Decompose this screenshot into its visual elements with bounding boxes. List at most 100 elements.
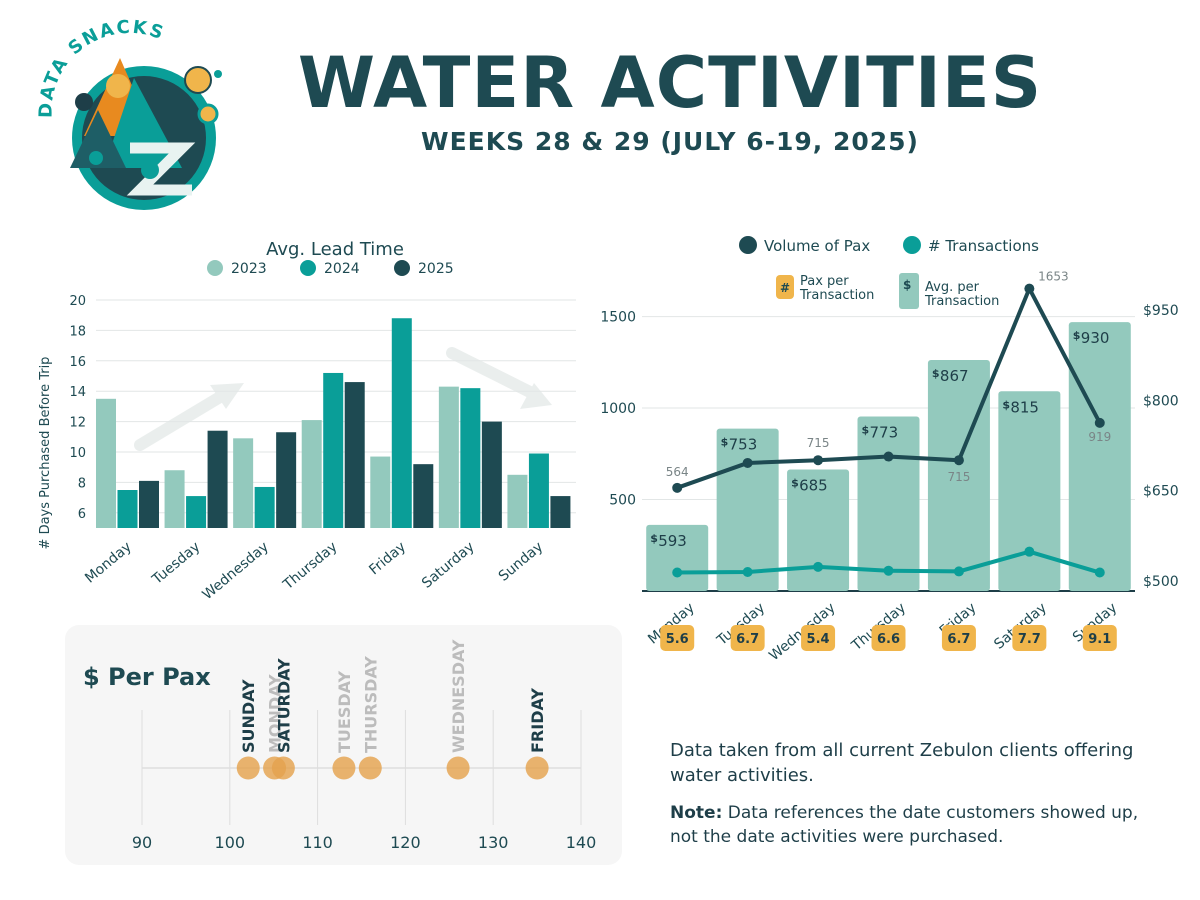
lead-bar xyxy=(233,438,254,528)
bar-value-label: 593 xyxy=(658,532,687,550)
trend-arrow-down-icon xyxy=(446,347,552,409)
legend-transactions-swatch xyxy=(903,236,921,254)
per-pax-point xyxy=(236,756,260,780)
per-pax-point xyxy=(446,756,470,780)
lead-ytick: 20 xyxy=(69,294,86,309)
bar-currency-symbol: $ xyxy=(791,476,799,489)
volume-point xyxy=(953,455,964,466)
bar-value-label: 930 xyxy=(1081,329,1110,347)
lead-time-chart: Avg. Lead Time 2023 2024 2025 # Days Purch… xyxy=(38,239,576,603)
volume-value-label: 1653 xyxy=(1038,270,1069,284)
volume-point xyxy=(1094,417,1105,428)
lead-ytick: 8 xyxy=(78,476,86,491)
lead-bar xyxy=(507,474,528,528)
per-pax-day-label: WEDNESDAY xyxy=(449,639,468,753)
lead-time-legend: 2023 2024 2025 xyxy=(207,260,454,277)
bar-value-label: 815 xyxy=(1010,398,1039,416)
volume-point xyxy=(742,457,753,468)
per-pax-xtick: 140 xyxy=(566,833,597,852)
lead-bar xyxy=(139,480,159,528)
lead-bar xyxy=(323,372,344,528)
pax-per-transaction-badge xyxy=(730,625,765,651)
trend-arrow-up-icon xyxy=(134,383,244,451)
lead-bar xyxy=(370,456,391,528)
per-pax-point xyxy=(271,756,295,780)
lead-bar xyxy=(413,464,434,528)
bar-currency-symbol: $ xyxy=(862,424,870,437)
pax-ytick-right: $950 xyxy=(1143,303,1179,319)
volume-point xyxy=(672,482,683,493)
volume-point xyxy=(883,451,894,462)
pax-per-transaction-badge xyxy=(660,625,695,651)
legend-pax-per-symbol: # xyxy=(780,281,790,295)
pax-ytick-right: $500 xyxy=(1143,574,1179,590)
lead-bar xyxy=(550,496,571,528)
lead-xtick: Wednesday xyxy=(200,539,272,603)
transactions-point xyxy=(742,566,753,577)
lead-xtick: Monday xyxy=(82,539,135,587)
avg-per-transaction-bar xyxy=(646,524,709,591)
pax-per-transaction-value: 6.7 xyxy=(736,632,759,647)
bar-currency-symbol: $ xyxy=(721,436,729,449)
per-pax-point xyxy=(358,756,382,780)
lead-bar xyxy=(528,453,549,528)
volume-value-label: 715 xyxy=(807,436,830,450)
bar-currency-symbol: $ xyxy=(1002,398,1010,411)
disclaimer-note: Note: Data references the date customers… xyxy=(670,801,1160,849)
lead-time-title: Avg. Lead Time xyxy=(266,239,404,260)
bar-value-label: 753 xyxy=(729,436,758,454)
avg-per-transaction-bar xyxy=(787,469,850,591)
lead-xtick: Tuesday xyxy=(149,539,204,589)
pax-per-transaction-value: 5.4 xyxy=(807,632,830,647)
note-text: Data references the date customers showe… xyxy=(670,803,1139,847)
legend-label: 2023 xyxy=(231,261,267,277)
pax-transactions-chart: Volume of Pax # Transactions# Pax perTrans… xyxy=(600,236,1179,664)
legend-swatch xyxy=(394,260,410,276)
data-snacks-logo: DATA SNACKS xyxy=(36,18,222,210)
bar-value-label: 685 xyxy=(799,476,828,494)
per-pax-day-label: TUESDAY xyxy=(335,671,354,753)
per-pax-chart: $ Per Pax 90 100 110 120 130 140 SUNDAY MONDAY… xyxy=(83,639,597,852)
transactions-point xyxy=(813,561,824,572)
transactions-point xyxy=(1024,546,1035,557)
bar-currency-symbol: $ xyxy=(650,532,658,545)
source-note: Data taken from all current Zebulon clie… xyxy=(670,740,1134,786)
transactions-point xyxy=(672,567,683,578)
pax-per-transaction-value: 5.6 xyxy=(666,632,689,647)
legend-swatch xyxy=(207,260,223,276)
lead-xtick: Friday xyxy=(366,539,409,579)
bar-value-label: 773 xyxy=(870,424,899,442)
pax-ytick-right: $800 xyxy=(1143,393,1179,409)
lead-bar xyxy=(164,470,185,528)
lead-bar xyxy=(254,486,275,528)
legend-pax-per-label: Pax per xyxy=(800,274,849,289)
note-label: Note: xyxy=(670,803,723,823)
legend-avg-per-swatch xyxy=(899,273,919,309)
lead-bar xyxy=(481,421,502,528)
avg-per-transaction-bar xyxy=(857,416,920,591)
per-pax-xtick: 130 xyxy=(478,833,509,852)
volume-value-label: 715 xyxy=(947,470,970,484)
avg-per-transaction-bar xyxy=(998,391,1061,591)
per-pax-day-label: SATURDAY xyxy=(274,658,293,753)
volume-value-label: 919 xyxy=(1088,430,1111,444)
lead-ytick: 6 xyxy=(78,507,86,522)
per-pax-day-label: THURSDAY xyxy=(361,656,380,753)
lead-xtick: Sunday xyxy=(496,539,546,585)
lead-bar xyxy=(391,318,412,528)
pax-ytick-left: 1500 xyxy=(600,310,636,326)
per-pax-xtick: 120 xyxy=(390,833,421,852)
page-title: WATER ACTIVITIES xyxy=(297,42,1043,124)
lead-ytick: 18 xyxy=(69,324,86,339)
volume-point xyxy=(813,455,824,466)
volume-point xyxy=(1024,283,1035,294)
lead-bar xyxy=(117,490,138,528)
lead-bar xyxy=(276,432,297,528)
lead-bar xyxy=(438,386,459,528)
lead-ytick: 16 xyxy=(69,355,86,370)
pax-per-transaction-badge xyxy=(801,625,836,651)
per-pax-point xyxy=(332,756,356,780)
legend-avg-per-symbol: $ xyxy=(903,278,911,292)
avg-per-transaction-bar xyxy=(1068,322,1131,591)
pax-per-transaction-badge xyxy=(941,625,976,651)
